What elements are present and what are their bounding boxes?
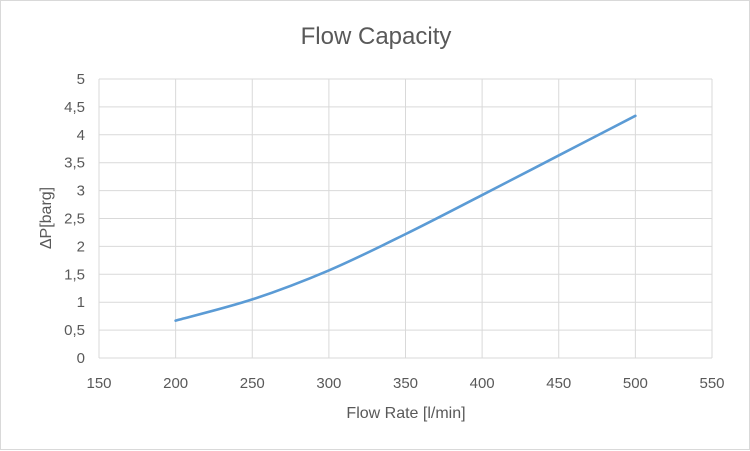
- y-tick-label: 1: [77, 294, 85, 311]
- y-tick-label: 0,5: [64, 322, 85, 339]
- x-axis-ticks: 150 200 250 300 350 400 450 500 550: [86, 375, 724, 392]
- y-tick-label: 2,5: [64, 211, 85, 228]
- y-tick-label: 4: [77, 127, 85, 144]
- x-tick-label: 250: [240, 375, 265, 392]
- x-tick-label: 350: [393, 375, 418, 392]
- x-tick-label: 300: [316, 375, 341, 392]
- x-tick-label: 400: [470, 375, 495, 392]
- y-tick-label: 5: [77, 71, 85, 88]
- y-tick-label: 3,5: [64, 155, 85, 172]
- y-tick-label: 2: [77, 238, 85, 255]
- y-axis-label: ΔP[barg]: [38, 187, 55, 249]
- x-tick-label: 550: [699, 375, 724, 392]
- x-tick-label: 450: [546, 375, 571, 392]
- y-tick-label: 4,5: [64, 99, 85, 116]
- chart-title: Flow Capacity: [301, 23, 452, 50]
- x-tick-label: 150: [86, 375, 111, 392]
- y-tick-label: 3: [77, 183, 85, 200]
- y-axis-ticks: 0 0,5 1 1,5 2 2,5 3 3,5 4 4,5 5: [64, 71, 85, 367]
- y-tick-label: 1,5: [64, 266, 85, 283]
- y-tick-label: 0: [77, 350, 85, 367]
- x-tick-label: 500: [623, 375, 648, 392]
- x-tick-label: 200: [163, 375, 188, 392]
- x-axis-label: Flow Rate [l/min]: [346, 405, 465, 422]
